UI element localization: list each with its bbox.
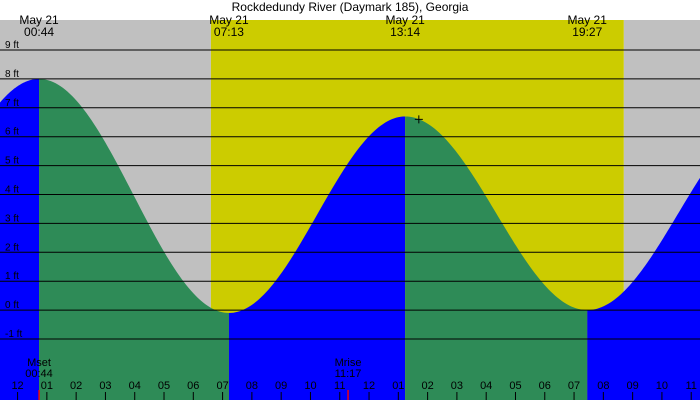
- x-tick-label: 04: [129, 380, 141, 392]
- y-tick-label: 9 ft: [5, 40, 19, 51]
- y-tick-label: 3 ft: [5, 213, 19, 224]
- x-tick-label: 06: [539, 380, 551, 392]
- x-tick-label: 08: [597, 380, 609, 392]
- x-tick-label: 05: [509, 380, 521, 392]
- y-tick-label: -1 ft: [5, 329, 22, 340]
- chart-title: Rockdedundy River (Daymark 185), Georgia: [232, 0, 469, 14]
- x-tick-label: 04: [480, 380, 492, 392]
- x-tick-label: 05: [158, 380, 170, 392]
- x-tick-label: 07: [216, 380, 228, 392]
- tide-time: 13:14: [390, 25, 420, 39]
- current-marker: [414, 115, 423, 124]
- tide-areas: [0, 78, 700, 400]
- moon-event-label: Mrise: [335, 357, 362, 369]
- y-tick-label: 0 ft: [5, 300, 19, 311]
- rising-tide-area: [0, 78, 40, 400]
- x-tick-label: 02: [70, 380, 82, 392]
- x-tick-label: 10: [304, 380, 316, 392]
- x-tick-label: 09: [627, 380, 639, 392]
- rising-tide-area: [228, 116, 406, 400]
- current-time-marker: [414, 115, 423, 124]
- x-tick-label: 01: [41, 380, 53, 392]
- x-axis: 11 12 01 02 03 04 05 06 07 08 09 10 11 12 01 02 03 04 05 06…: [11, 380, 697, 400]
- tide-time: 19:27: [572, 25, 602, 39]
- moon-event-tick: [347, 390, 349, 400]
- falling-tide-area: [405, 116, 588, 400]
- tide-date: May 21: [568, 13, 608, 27]
- x-tick-label: 07: [568, 380, 580, 392]
- y-tick-label: 5 ft: [5, 156, 19, 167]
- tide-date: May 21: [385, 13, 425, 27]
- y-tick-label: 2 ft: [5, 242, 19, 253]
- x-tick-label: 06: [187, 380, 199, 392]
- x-tick-label: 03: [99, 380, 111, 392]
- y-tick-label: 7 ft: [5, 98, 19, 109]
- x-tick-label: 10: [656, 380, 668, 392]
- x-tick-label: 01: [392, 380, 404, 392]
- x-tick-label: 02: [421, 380, 433, 392]
- x-tick-label: 11: [334, 380, 345, 392]
- tide-time: 07:13: [214, 25, 244, 39]
- x-tick-label: 11: [686, 380, 697, 392]
- x-tick-label: 09: [275, 380, 287, 392]
- height-gridlines: [0, 49, 700, 340]
- moon-event-tick: [38, 390, 40, 400]
- y-tick-label: 6 ft: [5, 127, 19, 138]
- x-tick-label: 12: [363, 380, 375, 392]
- moon-event-time: 00:44: [25, 368, 53, 380]
- moon-event-label: Mset: [27, 357, 51, 369]
- x-tick-label: 08: [246, 380, 258, 392]
- y-tick-label: 8 ft: [5, 69, 19, 80]
- tide-date: May 21: [209, 13, 249, 27]
- rising-tide-area: [587, 177, 700, 400]
- tide-date: May 21: [19, 13, 59, 27]
- moon-event-time: 11:17: [335, 368, 362, 380]
- y-tick-label: 1 ft: [5, 271, 19, 282]
- falling-tide-area: [39, 78, 229, 400]
- y-axis-labels: -1 ft 0 ft 1 ft 2 ft 3 ft 4 ft 5 ft 6 ft 7 ft 8 f…: [5, 40, 22, 340]
- x-tick-label: 03: [451, 380, 463, 392]
- tide-time: 00:44: [24, 25, 54, 39]
- x-tick-label: 12: [11, 380, 23, 392]
- y-tick-label: 4 ft: [5, 185, 19, 196]
